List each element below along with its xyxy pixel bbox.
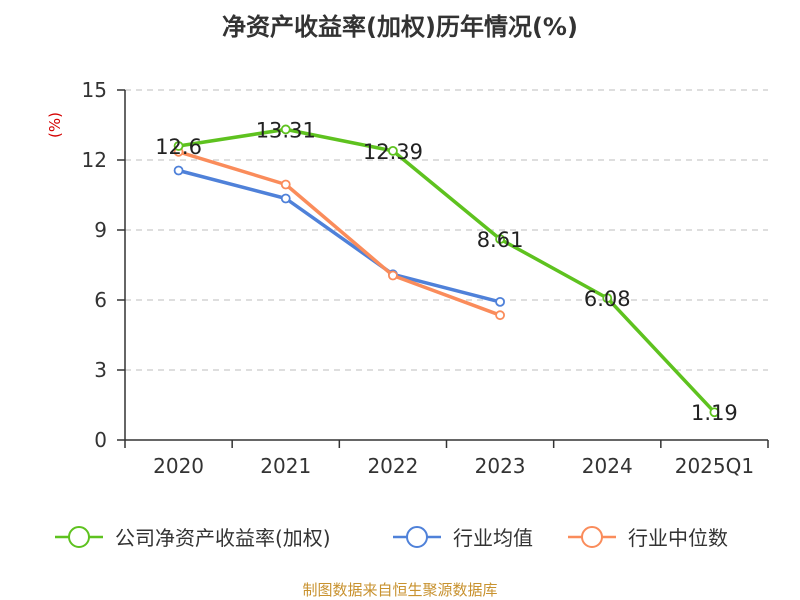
x-tick-label: 2022 bbox=[367, 454, 418, 478]
legend-marker bbox=[406, 526, 428, 548]
legend-item[interactable]: 行业中位数 bbox=[568, 526, 728, 550]
legend-label: 行业均值 bbox=[453, 526, 533, 550]
data-label: 12.39 bbox=[363, 140, 423, 164]
data-label: 1.19 bbox=[691, 401, 738, 425]
series-line bbox=[176, 150, 502, 317]
x-tick-label: 2021 bbox=[260, 454, 311, 478]
y-tick-label: 12 bbox=[82, 148, 107, 172]
data-point bbox=[602, 293, 613, 304]
series-group bbox=[173, 124, 720, 418]
data-label: 6.08 bbox=[584, 287, 631, 311]
legend-item[interactable]: 行业均值 bbox=[393, 526, 533, 550]
data-point bbox=[495, 296, 505, 307]
y-tick-label: 15 bbox=[82, 78, 107, 102]
y-tick-label: 3 bbox=[94, 358, 107, 382]
data-point bbox=[173, 165, 184, 176]
x-tick-label: 2023 bbox=[475, 454, 526, 478]
data-point bbox=[280, 179, 291, 190]
data-point bbox=[495, 234, 505, 245]
legend[interactable]: 公司净资产收益率(加权) 行业均值 行业中位数 bbox=[55, 526, 728, 550]
y-axis-unit: (%) bbox=[46, 112, 64, 138]
x-tick-label: 2020 bbox=[153, 454, 204, 478]
data-label: 8.61 bbox=[477, 228, 524, 252]
data-label: 13.31 bbox=[256, 118, 316, 142]
series-line bbox=[176, 168, 502, 304]
data-point bbox=[388, 270, 398, 281]
data-point bbox=[173, 141, 184, 151]
legend-marker bbox=[581, 526, 603, 548]
source-note: 制图数据来自恒生聚源数据库 bbox=[302, 581, 497, 599]
data-label: 12.6 bbox=[155, 135, 202, 159]
grid bbox=[125, 89, 768, 371]
legend-item[interactable]: 公司净资产收益率(加权) bbox=[55, 526, 331, 550]
legend-marker bbox=[68, 526, 90, 548]
data-point bbox=[280, 124, 291, 135]
legend-label: 公司净资产收益率(加权) bbox=[115, 526, 331, 550]
data-point bbox=[495, 310, 505, 321]
x-tick-label: 2025Q1 bbox=[675, 454, 754, 478]
data-point bbox=[280, 193, 291, 204]
data-labels: 12.6 13.31 12.39 8.61 6.08 1.19 bbox=[155, 118, 738, 425]
data-point bbox=[388, 145, 398, 156]
y-tick-label: 0 bbox=[94, 428, 107, 452]
chart-title: 净资产收益率(加权)历年情况(%) bbox=[222, 13, 578, 41]
series-line bbox=[176, 127, 717, 414]
axes: 0 3 6 9 12 15 2020 2021 2022 2023 2024 2025Q1 bbox=[82, 78, 769, 478]
y-tick-label: 6 bbox=[94, 288, 107, 312]
x-tick-label: 2024 bbox=[582, 454, 633, 478]
y-tick-label: 9 bbox=[94, 218, 107, 242]
legend-label: 行业中位数 bbox=[628, 526, 728, 550]
data-point bbox=[709, 407, 720, 418]
